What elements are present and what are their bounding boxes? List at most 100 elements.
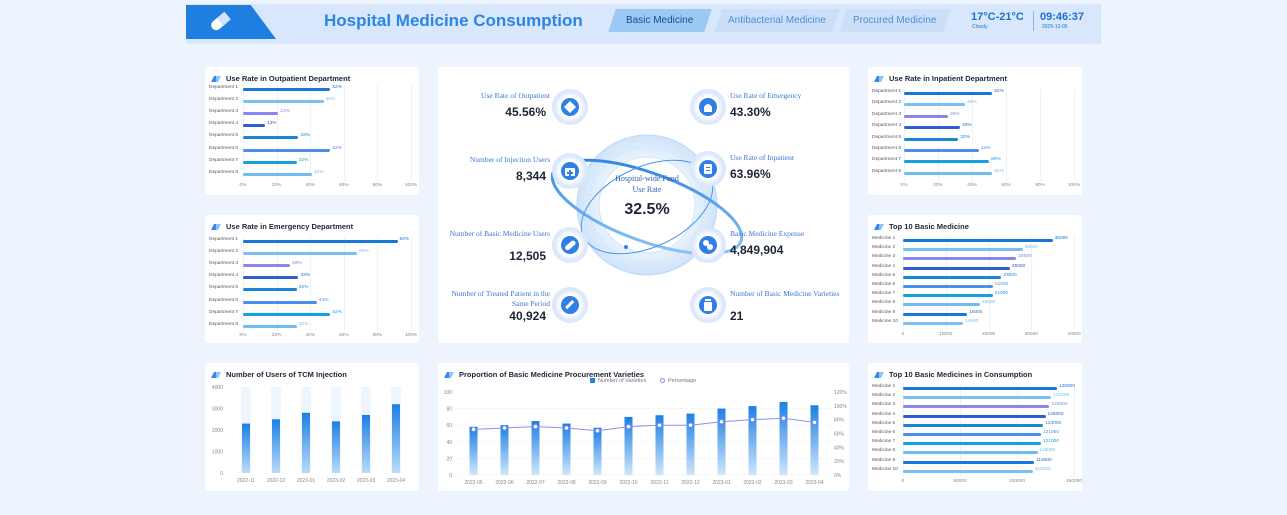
x-tick-label: 60%: [1001, 183, 1011, 188]
bar-category-label: Department 4: [872, 123, 902, 129]
title-mark-icon: [211, 372, 221, 379]
bar: [243, 252, 358, 256]
bar-value-label: 44%: [980, 146, 991, 151]
medicine-bottle-stat-icon: [690, 287, 726, 323]
bar: [302, 412, 310, 473]
x-tick-label: 2022-12: [267, 478, 286, 484]
x-tick-label: 2023-03: [357, 478, 376, 484]
tab-basic-medicine[interactable]: Basic Medicine: [608, 9, 712, 32]
bar-category-label: Medicine 2: [872, 245, 896, 251]
bar-category-label: Department 1: [872, 89, 902, 94]
x-tick-label: 2022-07: [526, 480, 545, 486]
x-tick-label: 2023-01: [297, 478, 316, 484]
bar: [903, 414, 1046, 418]
center-panel: Hospital-wide Fund Use Rate 32.5% Use Ra…: [438, 67, 849, 343]
x-tick-label: 20%: [271, 183, 282, 188]
percentage-point: [750, 417, 755, 423]
bar: [903, 248, 1023, 252]
bar-category-label: Department 6: [209, 297, 239, 303]
bar: [903, 460, 1035, 464]
bar: [904, 171, 993, 175]
bar-value-label: 52%: [332, 145, 342, 151]
x-tick-label: 2023-02: [327, 478, 346, 484]
y-tick-label-right: 80%: [834, 418, 845, 424]
bar: [655, 415, 664, 475]
x-tick-label: 40%: [967, 183, 977, 188]
panel-title: Top 10 Basic Medicines in Consumption: [874, 370, 1032, 379]
y-tick-label-left: 0: [449, 473, 452, 479]
bar-category-label: Medicine 6: [872, 282, 896, 287]
bar-value-label: 135000: [1058, 384, 1075, 389]
bar-value-label: 21050: [994, 282, 1009, 287]
y-tick-label-left: 20: [446, 456, 452, 462]
grid-line: [938, 89, 939, 181]
bar: [243, 172, 312, 176]
bar: [903, 387, 1057, 390]
tab-procured-medicine[interactable]: Procured Medicine: [839, 9, 951, 32]
title-mark-icon: [874, 372, 884, 379]
clipboard-icon: [704, 164, 712, 174]
inpatient-panel: Use Rate in Inpatient Department 0% 20% 40…: [868, 67, 1082, 195]
x-tick-label: 40000: [1067, 332, 1081, 337]
bar-value-label: 52%: [994, 89, 1004, 94]
bar: [243, 148, 331, 152]
grid-line: [243, 237, 244, 331]
bar-category-label: Medicine 5: [872, 272, 896, 278]
grid-line: [1074, 236, 1075, 330]
bar: [243, 160, 297, 164]
grid-line: [343, 237, 345, 331]
grid-line: [903, 384, 904, 477]
tcm-panel: Number of Users of TCM Injection 4000 300…: [205, 363, 419, 491]
bar: [500, 425, 509, 475]
grid-line: [945, 236, 947, 330]
bar-category-label: Department 8: [872, 168, 902, 174]
stat-value: 21: [730, 309, 744, 323]
x-tick-label: 100%: [404, 333, 418, 338]
grid-line: [904, 89, 905, 181]
percentage-point: [626, 424, 631, 429]
bar-value-label: 28000: [1024, 245, 1039, 251]
tab-antibacterial-medicine[interactable]: Antibacterial Medicine: [714, 9, 840, 32]
bar: [903, 312, 968, 316]
bar: [904, 114, 949, 118]
bar-category-label: Medicine 7: [872, 291, 896, 297]
bar-value-label: 35000: [1054, 236, 1068, 241]
bar-category-label: Department 7: [872, 157, 902, 163]
bar: [903, 275, 1002, 279]
x-tick-label: 2022-08: [557, 480, 576, 486]
percentage-point: [688, 422, 693, 428]
bar-value-label: 121000: [1042, 439, 1059, 445]
diamond-icon: [564, 101, 576, 113]
stat-value: 4,849,904: [730, 243, 784, 257]
legend-swatch-bar: [590, 378, 595, 384]
bar: [748, 406, 757, 475]
bar-value-label: 52%: [332, 309, 342, 315]
x-tick-label: 2023-02: [743, 480, 762, 486]
x-tick-label: 100%: [1067, 183, 1081, 188]
bar-value-label: 32%: [298, 157, 309, 163]
bar: [243, 88, 331, 91]
panel-title: Use Rate in Inpatient Department: [874, 74, 1007, 83]
bar-value-label: 114000: [1034, 466, 1051, 472]
bar: [562, 423, 571, 475]
bar: [904, 137, 959, 141]
bar-value-label: 36%: [967, 100, 977, 106]
x-tick-label: 0: [901, 479, 905, 484]
bar-value-label: 125000: [1047, 411, 1064, 417]
x-tick-label: 2022-06: [495, 480, 514, 486]
bar-value-label: 44%: [318, 297, 329, 303]
legend-number-of-varieties: Number of Varieties: [590, 378, 646, 384]
percentage-point: [471, 426, 476, 432]
y-tick-label-left: 40: [446, 440, 452, 446]
x-tick-label: 0: [901, 332, 905, 337]
bar: [243, 312, 331, 316]
grid-line: [243, 85, 244, 181]
title-mark-icon: [874, 76, 884, 83]
bar: [903, 433, 1041, 436]
bar: [903, 442, 1041, 446]
bar-category-label: Medicine 8: [872, 448, 896, 454]
stat-value: 43.30%: [730, 105, 771, 119]
bar: [903, 239, 1053, 242]
grid-line: [310, 85, 312, 181]
x-tick-label: 40%: [305, 183, 315, 188]
